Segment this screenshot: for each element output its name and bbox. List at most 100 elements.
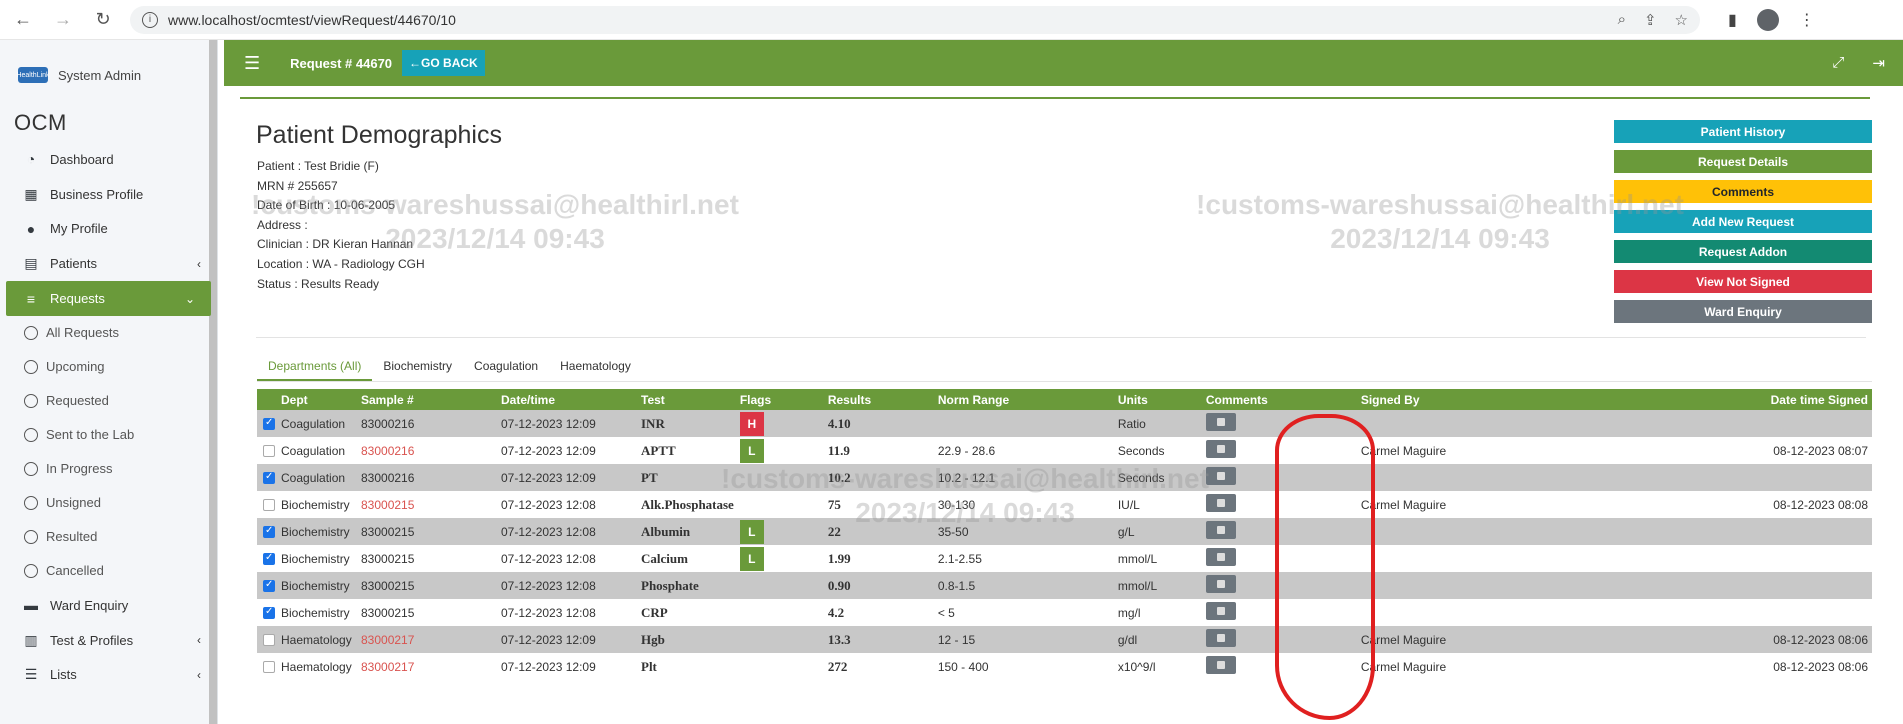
logout-icon[interactable]: ⇥: [1872, 55, 1885, 72]
action-button-request-addon[interactable]: Request Addon: [1614, 240, 1872, 263]
tab-biochemistry[interactable]: Biochemistry: [383, 359, 453, 373]
tab-departments-all[interactable]: Departments (All): [257, 352, 373, 381]
chevron-left-icon: ‹: [197, 633, 201, 648]
table-row[interactable]: Coagulation 83000216 07-12-2023 12:09 PT 10.…: [257, 464, 1872, 491]
circle-icon: [24, 529, 38, 544]
go-back-button[interactable]: ←GO BACK: [402, 50, 485, 76]
comment-icon-button[interactable]: [1205, 467, 1236, 485]
result-cell: 4.10: [827, 415, 851, 431]
result-cell: 272: [827, 658, 848, 674]
comment-icon-button[interactable]: [1205, 521, 1236, 539]
forward-arrow-icon[interactable]: →: [54, 9, 72, 29]
sidebar-item-test-profiles[interactable]: ▥ Test & Profiles ‹: [0, 623, 217, 658]
sidebar-item-requests[interactable]: ≡ Requests ⌄: [6, 281, 211, 316]
table-cell: [257, 545, 275, 572]
signed-at-cell: [1515, 410, 1872, 437]
share-icon[interactable]: ⇪: [1643, 11, 1657, 29]
row-checkbox[interactable]: [263, 417, 275, 431]
zoom-icon[interactable]: ⌕: [1617, 10, 1626, 28]
comment-icon-button[interactable]: [1205, 575, 1236, 593]
sidebar-item-patients[interactable]: ▤ Patients ‹: [0, 246, 217, 281]
brand-logo: HealthLink: [16, 67, 50, 83]
row-checkbox[interactable]: [263, 634, 275, 647]
table-cell: [734, 599, 822, 626]
table-cell: H: [734, 410, 822, 437]
sidebar-item-ward-enquiry[interactable]: ▬ Ward Enquiry: [24, 597, 129, 614]
dept-cell: Biochemistry: [281, 497, 350, 512]
sample-cell: 83000215: [361, 578, 415, 593]
comment-icon-button[interactable]: [1205, 548, 1236, 566]
sidebar-item-upcoming[interactable]: Upcoming: [0, 350, 217, 384]
signed-at-cell: 08-12-2023 08:06: [1773, 659, 1868, 674]
dept-cell: Biochemistry: [281, 578, 350, 593]
signed-at-cell: 08-12-2023 08:07: [1773, 443, 1868, 458]
row-checkbox[interactable]: [263, 499, 275, 512]
column-header: Dept: [275, 389, 355, 410]
row-checkbox[interactable]: [263, 606, 275, 620]
table-row[interactable]: Haematology 83000217 07-12-2023 12:09 Hgb 13…: [257, 626, 1872, 653]
side-panel-icon[interactable]: ▮: [1728, 11, 1737, 29]
reload-icon[interactable]: ↻: [95, 9, 111, 29]
hamburger-menu-icon[interactable]: ☰: [244, 52, 261, 73]
range-cell: 2.1-2.55: [937, 551, 982, 566]
row-checkbox[interactable]: [263, 552, 275, 566]
site-info-icon[interactable]: i: [142, 11, 158, 28]
sidebar-item-requested[interactable]: Requested: [0, 384, 217, 418]
row-checkbox[interactable]: [263, 525, 275, 539]
address-bar[interactable]: i www.localhost/ocmtest/viewRequest/4467…: [130, 5, 1700, 34]
table-row[interactable]: Biochemistry 83000215 07-12-2023 12:08 Alk.…: [257, 491, 1872, 518]
sidebar-scrollbar[interactable]: [209, 40, 217, 724]
sidebar-item-in-progress[interactable]: In Progress: [0, 452, 217, 486]
sidebar-item-dashboard[interactable]: ◔ Dashboard: [0, 142, 217, 177]
table-row[interactable]: Biochemistry 83000215 07-12-2023 12:08 Calc…: [257, 545, 1872, 572]
comment-icon-button[interactable]: [1205, 413, 1236, 431]
test-cell: Alk.Phosphatase: [641, 496, 734, 512]
tab-coagulation[interactable]: Coagulation: [474, 359, 539, 373]
sidebar-item-resulted[interactable]: Resulted: [0, 520, 217, 554]
action-button-comments[interactable]: Comments: [1614, 180, 1872, 203]
table-row[interactable]: Haematology 83000217 07-12-2023 12:09 Plt 27…: [257, 653, 1872, 680]
comment-icon-button[interactable]: [1205, 656, 1236, 674]
action-button-ward-enquiry[interactable]: Ward Enquiry: [1614, 300, 1872, 323]
sidebar-item-all-requests[interactable]: All Requests: [0, 316, 217, 350]
row-checkbox[interactable]: [263, 471, 275, 485]
action-button-add-new-request[interactable]: Add New Request: [1614, 210, 1872, 233]
sidebar-item-lists[interactable]: ☰ Lists ‹: [0, 658, 217, 693]
browser-menu-icon[interactable]: ⋮: [1798, 11, 1815, 29]
table-row[interactable]: Coagulation 83000216 07-12-2023 12:09 APTT L…: [257, 437, 1872, 464]
table-row[interactable]: Coagulation 83000216 07-12-2023 12:09 INR H 4…: [257, 410, 1872, 437]
column-header: Date/time: [495, 389, 635, 410]
sidebar-item-sent-to-lab[interactable]: Sent to the Lab: [0, 418, 217, 452]
patient-location: Location : WA - Radiology CGH: [257, 256, 425, 271]
sidebar-item-business-profile[interactable]: ▦ Business Profile: [0, 177, 217, 212]
table-row[interactable]: Biochemistry 83000215 07-12-2023 12:08 Phos…: [257, 572, 1872, 599]
table-row[interactable]: Biochemistry 83000215 07-12-2023 12:08 Albu…: [257, 518, 1872, 545]
fullscreen-icon[interactable]: ⤢: [1832, 54, 1845, 71]
test-cell: Albumin: [641, 523, 691, 539]
result-cell: 22: [827, 523, 841, 539]
comment-icon-button[interactable]: [1205, 494, 1236, 512]
profile-avatar-icon[interactable]: [1756, 8, 1779, 31]
comment-icon-button[interactable]: [1205, 629, 1236, 647]
comment-icon-button[interactable]: [1205, 440, 1236, 458]
bookmark-star-icon[interactable]: ☆: [1674, 11, 1688, 29]
datetime-cell: 07-12-2023 12:08: [501, 551, 596, 566]
comment-icon-button[interactable]: [1205, 602, 1236, 620]
back-arrow-icon[interactable]: ←: [14, 9, 32, 29]
action-button-view-not-signed[interactable]: View Not Signed: [1614, 270, 1872, 293]
signed-at-cell: [1515, 464, 1872, 491]
sidebar-item-cancelled[interactable]: Cancelled: [0, 554, 217, 588]
tests-icon: ▥: [24, 631, 38, 648]
sidebar-item-unsigned[interactable]: Unsigned: [0, 486, 217, 520]
action-button-request-details[interactable]: Request Details: [1614, 150, 1872, 173]
row-checkbox[interactable]: [263, 445, 275, 458]
row-checkbox[interactable]: [263, 661, 275, 674]
table-cell: [1200, 545, 1355, 572]
action-button-patient-history[interactable]: Patient History: [1614, 120, 1872, 143]
table-row[interactable]: Biochemistry 83000215 07-12-2023 12:08 CRP 4…: [257, 599, 1872, 626]
row-checkbox[interactable]: [263, 579, 275, 593]
sidebar-user[interactable]: HealthLink System Admin: [0, 40, 217, 96]
tab-haematology[interactable]: Haematology: [560, 359, 631, 373]
sidebar-item-my-profile[interactable]: ● My Profile: [0, 212, 217, 247]
table-cell: [257, 599, 275, 626]
